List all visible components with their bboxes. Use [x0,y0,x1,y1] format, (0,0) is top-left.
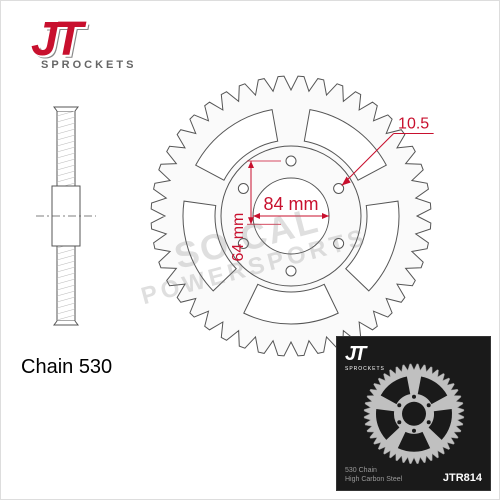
thumb-material: High Carbon Steel [345,475,402,484]
product-thumbnail: JT SPROCKETS 530 Chain High Carbon Steel… [336,336,491,491]
svg-text:84 mm: 84 mm [263,194,318,214]
diagram-container: JT SPROCKETS 84 mm10.564 mm Chain 530 SO… [0,0,500,500]
thumb-specs: 530 Chain High Carbon Steel [345,466,402,484]
thumb-part-number: JTR814 [443,472,482,484]
sprocket-face-view: 84 mm 10.5 64 mm [121,41,481,376]
svg-text:64 mm: 64 mm [230,213,247,262]
sprocket-side-view [31,101,101,356]
thumb-chain-spec: 530 Chain [345,466,402,475]
thumb-sprocket-image [359,358,469,473]
chain-spec-label: Chain 530 [21,356,112,379]
svg-text:10.5: 10.5 [398,116,429,133]
